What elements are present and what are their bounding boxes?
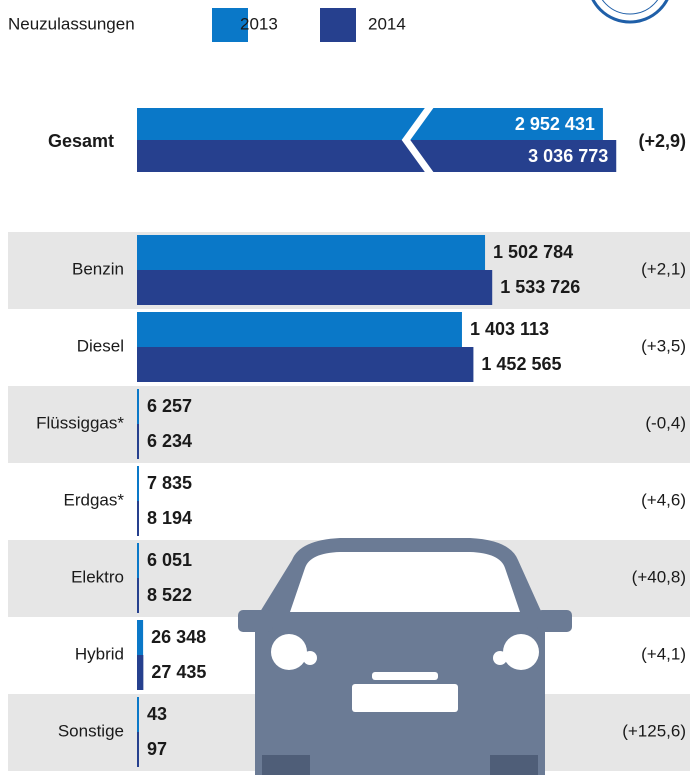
change-label: (+40,8) xyxy=(632,567,686,586)
value-label: 6 234 xyxy=(147,431,192,451)
total-value-label: 3 036 773 xyxy=(528,146,608,166)
legend-label: 2014 xyxy=(368,14,406,33)
bar xyxy=(137,620,143,655)
value-label: 27 435 xyxy=(151,662,206,682)
bar xyxy=(137,312,462,347)
change-label: (+4,6) xyxy=(641,490,686,509)
category-label: Elektro xyxy=(71,567,124,586)
bar xyxy=(137,578,139,613)
bar xyxy=(137,655,143,690)
total-label: Gesamt xyxy=(48,131,114,151)
bar xyxy=(137,235,485,270)
bar xyxy=(137,501,139,536)
legend-title: Neuzulassungen xyxy=(8,14,135,33)
value-label: 8 522 xyxy=(147,585,192,605)
change-label: (+2,1) xyxy=(641,259,686,278)
value-label: 1 502 784 xyxy=(493,242,573,262)
bar xyxy=(137,732,139,767)
category-label: Flüssiggas* xyxy=(36,413,124,432)
bar xyxy=(137,697,139,732)
value-label: 6 257 xyxy=(147,396,192,416)
category-label: Diesel xyxy=(77,336,124,355)
value-label: 1 452 565 xyxy=(481,354,561,374)
legend-swatch xyxy=(320,8,356,42)
value-label: 1 403 113 xyxy=(470,319,549,339)
change-label: (+125,6) xyxy=(622,721,686,740)
bar xyxy=(137,389,139,424)
total-change: (+2,9) xyxy=(638,131,686,151)
category-label: Hybrid xyxy=(75,644,124,663)
chart: Neuzulassungen 2 952 431 3 036 773 Gesamt (… xyxy=(0,0,690,775)
bar xyxy=(137,347,473,382)
total-value-label: 2 952 431 xyxy=(515,114,595,134)
page: Neuzulassungen 2 952 431 3 036 773 Gesamt (… xyxy=(0,0,690,775)
car-illustration xyxy=(238,538,572,775)
bar xyxy=(137,466,139,501)
change-label: (+4,1) xyxy=(641,644,686,663)
bar xyxy=(137,543,139,578)
value-label: 7 835 xyxy=(147,473,192,493)
bar xyxy=(137,270,492,305)
legend-label: 2013 xyxy=(240,14,278,33)
change-label: (+3,5) xyxy=(641,336,686,355)
value-label: 8 194 xyxy=(147,508,192,528)
value-label: 43 xyxy=(147,704,167,724)
category-label: Erdgas* xyxy=(64,490,125,509)
value-label: 26 348 xyxy=(151,627,206,647)
category-label: Sonstige xyxy=(58,721,124,740)
value-label: 1 533 726 xyxy=(500,277,580,297)
category-label: Benzin xyxy=(72,259,124,278)
change-label: (-0,4) xyxy=(645,413,686,432)
value-label: 6 051 xyxy=(147,550,192,570)
value-label: 97 xyxy=(147,739,167,759)
bar xyxy=(137,424,139,459)
logo xyxy=(588,0,672,22)
